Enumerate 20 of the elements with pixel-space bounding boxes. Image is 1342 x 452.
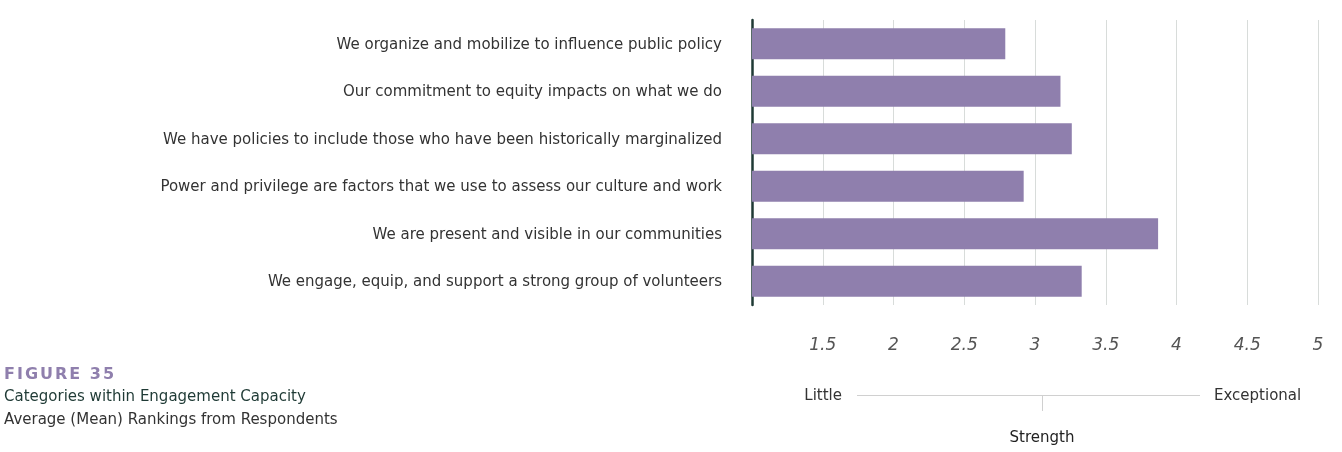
x-tick-label: 5	[1312, 333, 1324, 354]
text: Average (Mean) Rankings from Respondents	[4, 410, 338, 428]
y-tick-label: We organize and mobilize to influence public policy	[336, 34, 723, 53]
x-tick-label: 4	[1171, 333, 1182, 354]
text: Little	[804, 386, 842, 404]
x-tick-label: 3	[1029, 333, 1041, 354]
x-tick-label: 2.5	[950, 333, 978, 354]
x-tick-label: 2	[888, 333, 899, 354]
y-tick-label: Our commitment to equity impacts on what we do	[343, 82, 722, 101]
y-tick-label: We have policies to include those who have been historically marginalized	[163, 129, 722, 148]
y-tick-label: Power and privilege are factors that we use to assess our culture and work	[160, 177, 723, 196]
x-tick-label: 4.5	[1233, 333, 1261, 354]
x-tick-label: 1.5	[809, 333, 837, 354]
text: Categories within Engagement Capacity	[4, 387, 306, 405]
x-tick-label: 3.5	[1092, 333, 1120, 354]
y-tick-label: We are present and visible in our communities	[372, 224, 723, 243]
text: Exceptional	[1214, 386, 1302, 404]
y-tick-label: We engage, equip, and support a strong group of volunteers	[267, 272, 723, 291]
text: Strength	[1009, 428, 1075, 446]
text: FIGURE 35	[4, 364, 117, 383]
